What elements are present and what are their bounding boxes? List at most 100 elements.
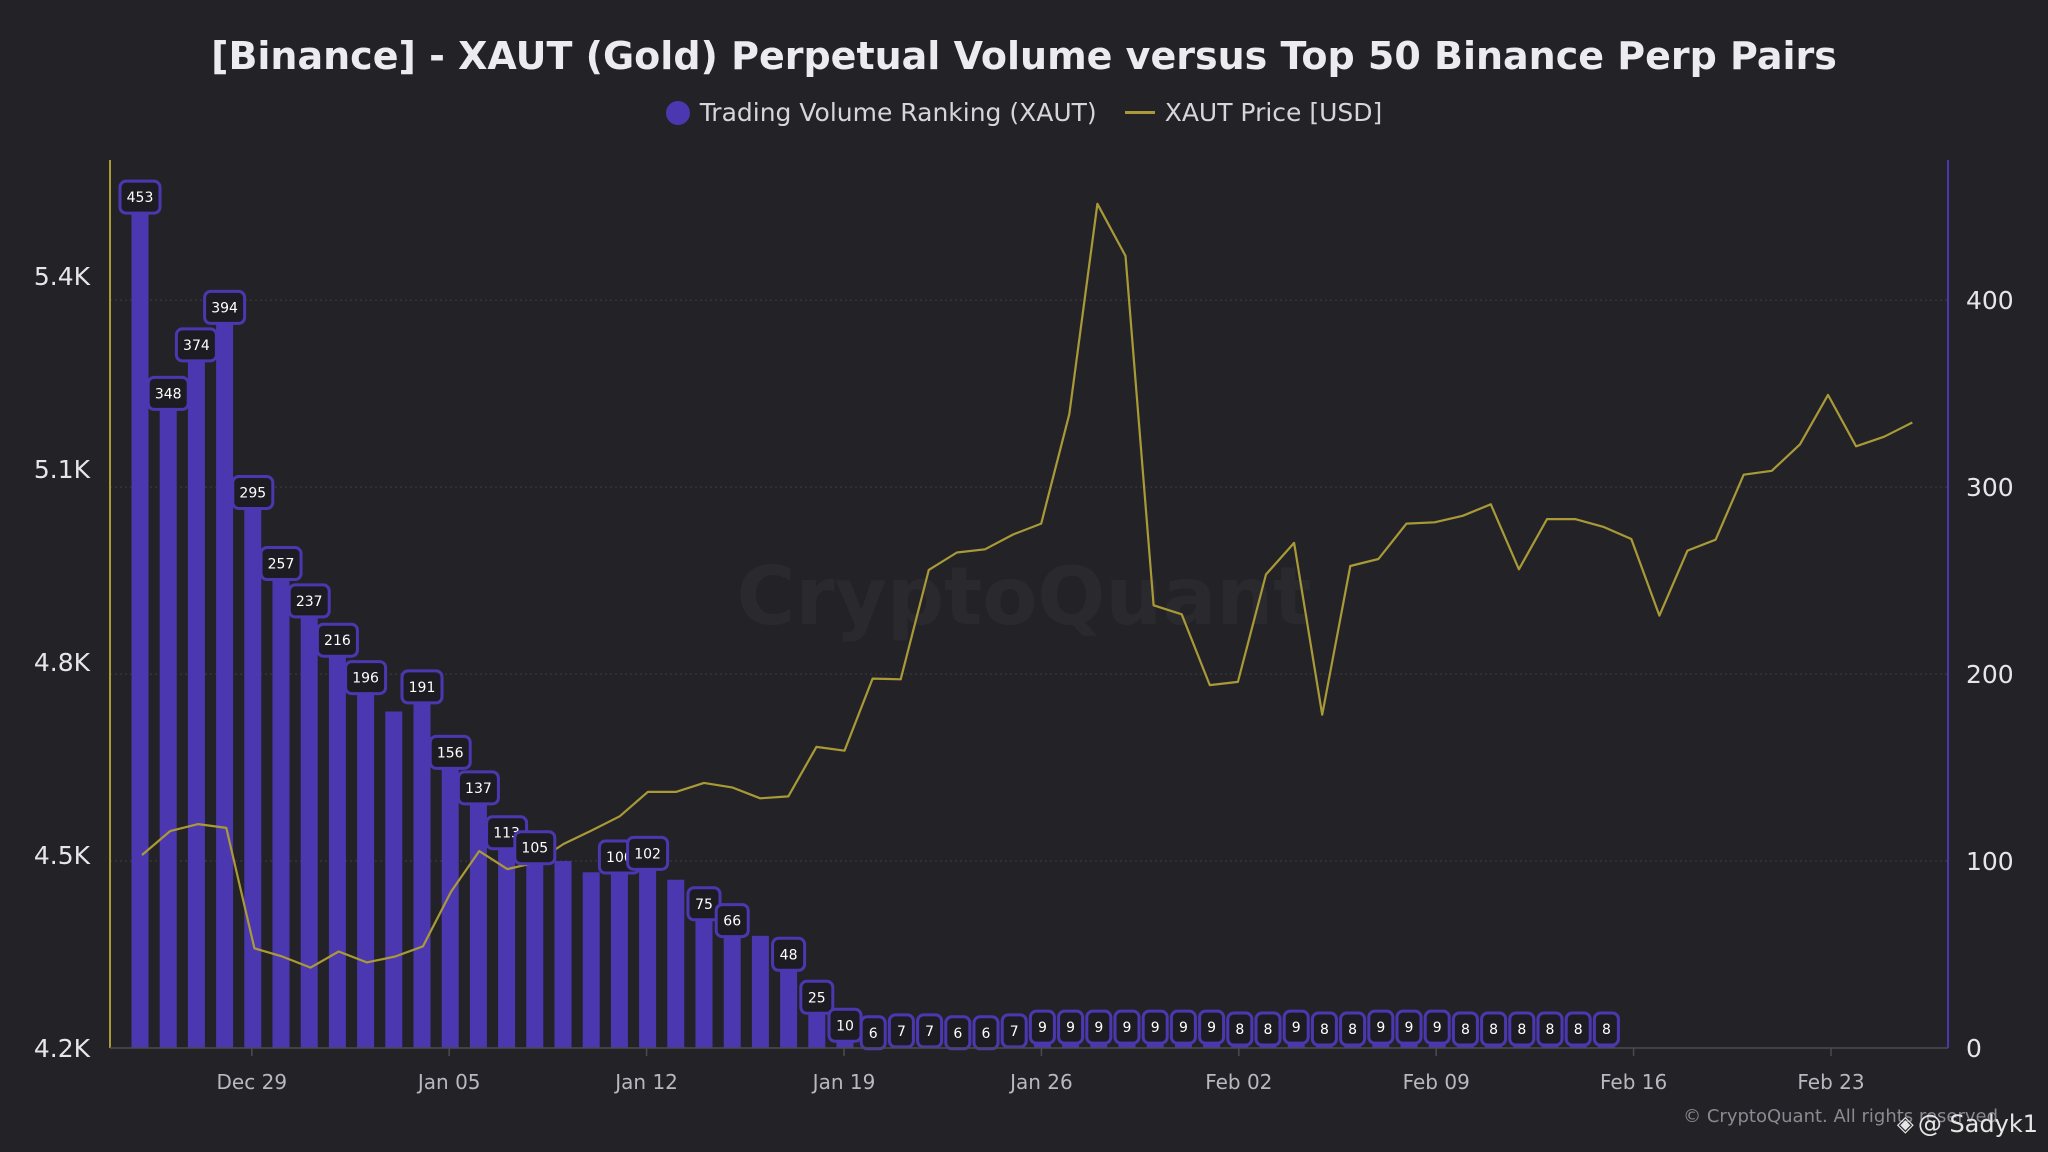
bar-data-label-box [1254,1011,1282,1047]
bar-data-label-box [1451,1011,1479,1047]
bar-data-label: 374 [183,338,210,354]
bar-data-label: 257 [268,557,295,573]
bar-data-label-box [1423,1009,1451,1045]
bar-data-label: 6 [869,1026,878,1042]
bar [131,201,149,1048]
bar-data-label: 9 [1123,1020,1132,1036]
bar-data-label: 453 [127,190,154,206]
bar-data-label-box [859,1015,887,1051]
bar-data-label: 100 [606,850,633,866]
x-axis-tick-label: Feb 02 [1205,1070,1272,1094]
bar-data-label: 8 [1320,1022,1329,1038]
legend-item-ranking[interactable]: Trading Volume Ranking (XAUT) [665,98,1097,127]
bar-data-label-box [1564,1011,1592,1047]
bar [582,872,600,1048]
bar-data-label: 113 [493,826,520,842]
bar-data-label-box [1367,1009,1395,1045]
bar-data-label-box [714,903,750,939]
bar-data-label-box [1198,1009,1226,1045]
bar-data-label-box [1310,1011,1338,1047]
bar-labels: 4533483743942952572372161961911561371131… [118,179,1620,1051]
bar-data-label-box [1339,1011,1367,1047]
bar-data-label-box [400,669,444,705]
bar [272,567,290,1048]
bar [554,861,572,1048]
bar [780,958,798,1048]
bar-data-label: 75 [695,897,713,913]
bar-data-label-box [1592,1011,1620,1047]
author-handle: ◈ @ Sadyk1 [1897,1110,2038,1138]
left-axis-tick-label: 5.4K [34,262,91,291]
bar-data-label: 9 [1376,1020,1385,1036]
bar-data-label: 348 [155,386,182,402]
bar [639,857,657,1048]
bar-data-label-box [146,375,190,411]
bar-data-label: 8 [1264,1022,1273,1038]
bar-data-label: 48 [780,947,798,963]
bar-data-label-box [513,830,557,866]
bar-data-label-box [456,770,500,806]
bar-data-label: 9 [1094,1020,1103,1036]
bar-data-label: 7 [897,1024,906,1040]
bar-data-label: 216 [324,633,351,649]
bar [328,644,346,1048]
bar-data-label-box [799,979,835,1015]
bar [498,836,516,1048]
bar [610,861,628,1048]
bar-data-label: 8 [1546,1022,1555,1038]
bar-data-label-box [231,475,275,511]
x-axis-tick-label: Feb 09 [1403,1070,1470,1094]
bar-data-label-box [771,936,807,972]
bar-data-label: 105 [521,841,548,857]
bar-data-label: 9 [1038,1020,1047,1036]
bar-data-label: 394 [211,300,238,316]
bar-data-label-box [944,1015,972,1051]
bar [695,907,713,1048]
legend-item-price[interactable]: XAUT Price [USD] [1124,98,1383,127]
bar-data-label: 10 [836,1018,854,1034]
bar-data-label-box [344,660,388,696]
bar-data-label-box [887,1013,915,1049]
bar-data-label: 9 [1179,1020,1188,1036]
bar [751,935,769,1048]
price-line [141,202,1913,969]
bar [159,397,177,1048]
left-axis-tick-label: 4.2K [34,1034,91,1063]
bar-data-label: 191 [409,680,436,696]
left-axis-tick-label: 4.5K [34,841,91,870]
legend-dot-icon [665,100,690,125]
bar-data-label-box [428,734,472,770]
legend-label-ranking: Trading Volume Ranking (XAUT) [699,98,1097,127]
bar [216,311,234,1048]
bar-data-label-box [972,1015,1000,1051]
x-axis-tick-label: Jan 12 [613,1070,678,1094]
bar-data-label-box [174,327,218,363]
bar-data-label-box [1113,1009,1141,1045]
legend: Trading Volume Ranking (XAUT) XAUT Price… [0,98,2048,127]
bar-data-label-box [1141,1009,1169,1045]
binance-logo-icon: ◈ [1896,1111,1914,1137]
bar-data-label-box [1508,1011,1536,1047]
x-axis-tick-label: Feb 16 [1600,1070,1667,1094]
bar-data-label: 6 [953,1026,962,1042]
bar-data-label: 9 [1151,1020,1160,1036]
bar-data-label: 137 [465,781,492,797]
x-axis-tick-label: Jan 19 [811,1070,876,1094]
left-axis-tick-label: 4.8K [34,648,91,677]
bar [526,851,544,1048]
legend-line-icon [1124,111,1155,114]
bar-data-label: 9 [1405,1020,1414,1036]
bar-data-label-box [1480,1011,1508,1047]
right-axis-tick-label: 300 [1966,473,2014,502]
right-axis-tick-label: 100 [1966,847,2014,876]
bar-series [131,201,1615,1048]
bar-data-label: 9 [1207,1020,1216,1036]
legend-label-price: XAUT Price [USD] [1164,98,1383,127]
bar-data-label: 7 [1010,1024,1019,1040]
x-axis-tick-label: Feb 23 [1797,1070,1864,1094]
bar-data-label: 7 [925,1024,934,1040]
bar-data-label: 9 [1433,1020,1442,1036]
bar-data-label: 25 [808,990,826,1006]
right-axis-tick-label: 400 [1966,286,2014,315]
